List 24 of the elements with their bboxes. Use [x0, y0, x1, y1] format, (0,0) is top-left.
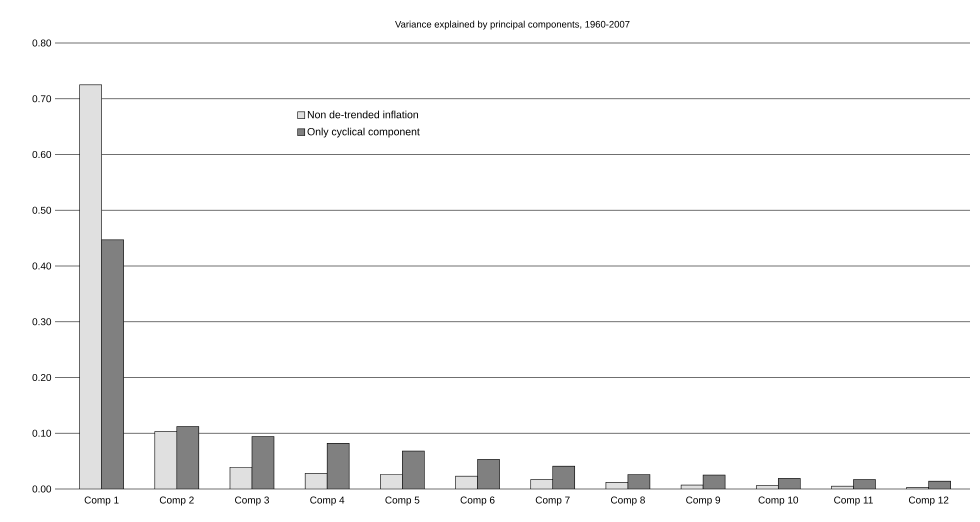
- x-tick-label: Comp 12: [908, 496, 948, 506]
- x-tick-label: Comp 11: [834, 496, 873, 506]
- legend-label: Only cyclical component: [308, 128, 420, 138]
- y-tick-label: 0.20: [32, 374, 52, 382]
- x-tick-label: Comp 4: [310, 496, 344, 506]
- x-tick-label: Comp 5: [385, 496, 420, 506]
- legend-label: Non de-trended inflation: [308, 110, 418, 118]
- y-tick-label: 0.70: [32, 95, 52, 102]
- y-tick-label: 0.30: [32, 318, 52, 326]
- x-tick-label: Comp 1: [84, 496, 119, 506]
- y-tick-label: 0.80: [32, 39, 52, 47]
- x-tick-label: Comp 9: [686, 496, 720, 506]
- chart-title: Variance explained by principal components, 1960-2007: [395, 20, 630, 30]
- x-tick-label: Comp 8: [610, 496, 645, 506]
- y-tick-label: 0.10: [32, 430, 52, 437]
- y-tick-label: 0.60: [32, 150, 52, 158]
- x-tick-label: Comp 3: [235, 496, 269, 506]
- x-tick-label: Comp 2: [160, 496, 194, 506]
- x-tick-label: Comp 6: [460, 496, 495, 506]
- y-tick-label: 0.40: [32, 262, 52, 270]
- y-tick-label: 0.50: [32, 206, 52, 214]
- x-tick-label: Comp 10: [758, 496, 798, 506]
- y-tick-label: 0.00: [32, 485, 52, 493]
- x-tick-label: Comp 7: [536, 496, 570, 506]
